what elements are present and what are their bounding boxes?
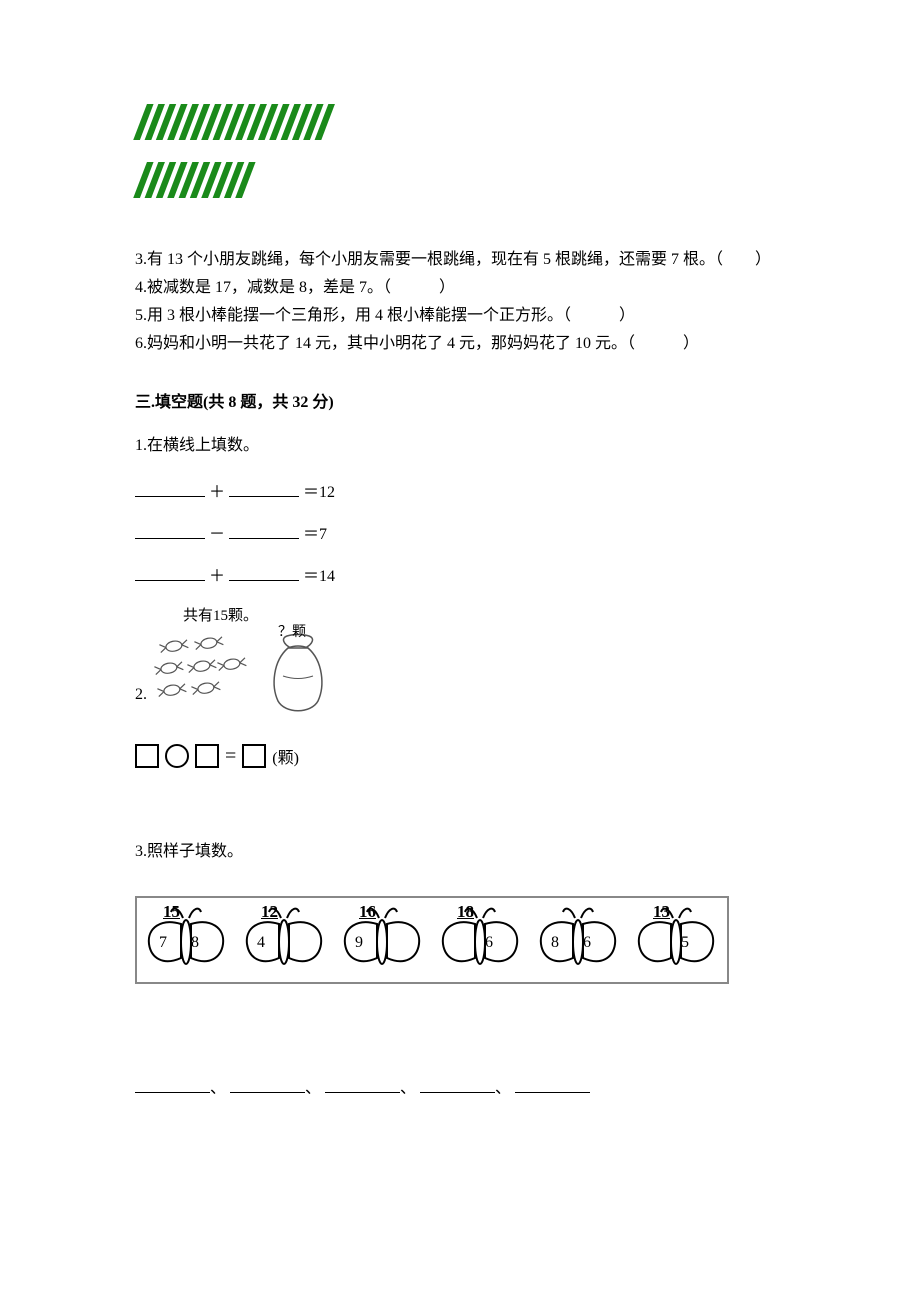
candies-group <box>153 634 253 719</box>
blank-input[interactable] <box>515 1077 590 1093</box>
butterfly-top: 12 <box>261 902 278 922</box>
candies-icon <box>153 634 253 714</box>
section-3-title: 三.填空题(共 8 题，共 32 分) <box>135 388 790 412</box>
butterfly-top: 13 <box>653 902 670 922</box>
bag-group: ？颗 <box>263 626 333 721</box>
blank-input[interactable] <box>229 481 299 497</box>
blank-input[interactable] <box>229 565 299 581</box>
butterfly-right: 8 <box>191 934 199 952</box>
butterfly-item: 16 9 <box>339 904 427 976</box>
circle-box-icon[interactable] <box>165 744 189 768</box>
rhs: ＝14 <box>303 568 335 585</box>
shape-equation: = (颗) <box>135 744 790 768</box>
butterfly-row: 15 7 8 12 4 16 9 18 6 8 6 <box>135 896 729 984</box>
fill-q2: 2. 共有15颗。 ？颗 <box>135 604 790 724</box>
butterfly-item: 18 6 <box>437 904 525 976</box>
bag-label: ？颗 <box>278 621 306 641</box>
butterfly-icon <box>339 904 427 976</box>
blank-input[interactable] <box>230 1077 305 1093</box>
tally-marks-icon: ////////// <box>135 158 248 206</box>
butterfly-icon <box>437 904 525 976</box>
tally-row-2: ////////// <box>135 158 790 206</box>
q2-title: 共有15颗。 <box>183 604 258 625</box>
butterfly-icon <box>241 904 329 976</box>
unit-label: (颗) <box>272 744 299 768</box>
butterfly-icon <box>143 904 231 976</box>
rhs: ＝12 <box>303 484 335 501</box>
fill-q3-label: 3.照样子填数。 <box>135 838 790 866</box>
blank-input[interactable] <box>325 1077 400 1093</box>
fill-q1-label: 1.在横线上填数。 <box>135 432 790 460</box>
q2-number: 2. <box>135 686 147 724</box>
tally-row-1: ///////////////// <box>135 100 790 148</box>
blank-input[interactable] <box>229 523 299 539</box>
butterfly-left: 4 <box>257 934 265 952</box>
butterfly-top: 18 <box>457 902 474 922</box>
separator: 、 <box>495 1080 511 1097</box>
judge-q6: 6.妈妈和小明一共花了 14 元，其中小明花了 4 元，那妈妈花了 10 元。（… <box>135 330 790 358</box>
judge-q3: 3.有 13 个小朋友跳绳，每个小朋友需要一根跳绳，现在有 5 根跳绳，还需要 … <box>135 246 790 274</box>
rhs: ＝7 <box>303 526 327 543</box>
butterfly-icon <box>535 904 623 976</box>
butterfly-right: 6 <box>485 934 493 952</box>
page-content: ///////////////// ////////// 3.有 13 个小朋友… <box>0 0 920 1198</box>
q2-figure: 共有15颗。 ？颗 <box>153 604 353 724</box>
separator: 、 <box>305 1080 321 1097</box>
blank-input[interactable] <box>135 481 205 497</box>
butterfly-item: 12 4 <box>241 904 329 976</box>
butterfly-item: 13 5 <box>633 904 721 976</box>
square-box-icon[interactable] <box>135 744 159 768</box>
judge-q4: 4.被减数是 17，减数是 8，差是 7。（ ） <box>135 274 790 302</box>
butterfly-item: 15 7 8 <box>143 904 231 976</box>
separator: 、 <box>400 1080 416 1097</box>
operator: ＋ <box>209 568 225 585</box>
fill-eq3: ＋ ＝14 <box>135 562 790 586</box>
butterfly-right: 5 <box>681 934 689 952</box>
fill-eq2: － ＝7 <box>135 520 790 544</box>
blank-input[interactable] <box>420 1077 495 1093</box>
fill-eq1: ＋ ＝12 <box>135 478 790 502</box>
butterfly-left: 9 <box>355 934 363 952</box>
butterfly-right: 6 <box>583 934 591 952</box>
butterfly-icon <box>633 904 721 976</box>
operator: － <box>209 526 225 543</box>
operator: ＋ <box>209 484 225 501</box>
blank-input[interactable] <box>135 565 205 581</box>
square-box-icon[interactable] <box>195 744 219 768</box>
tally-marks-icon: ///////////////// <box>135 100 328 148</box>
butterfly-left: 8 <box>551 934 559 952</box>
judge-q5: 5.用 3 根小棒能摆一个三角形，用 4 根小棒能摆一个正方形。（ ） <box>135 302 790 330</box>
equals-sign: = <box>225 745 236 768</box>
butterfly-top: 16 <box>359 902 376 922</box>
blank-input[interactable] <box>135 523 205 539</box>
separator: 、 <box>210 1080 226 1097</box>
blank-input[interactable] <box>135 1077 210 1093</box>
answer-blanks: 、 、 、 、 <box>135 1074 790 1098</box>
butterfly-item: 8 6 <box>535 904 623 976</box>
square-box-icon[interactable] <box>242 744 266 768</box>
butterfly-top: 15 <box>163 902 180 922</box>
butterfly-left: 7 <box>159 934 167 952</box>
